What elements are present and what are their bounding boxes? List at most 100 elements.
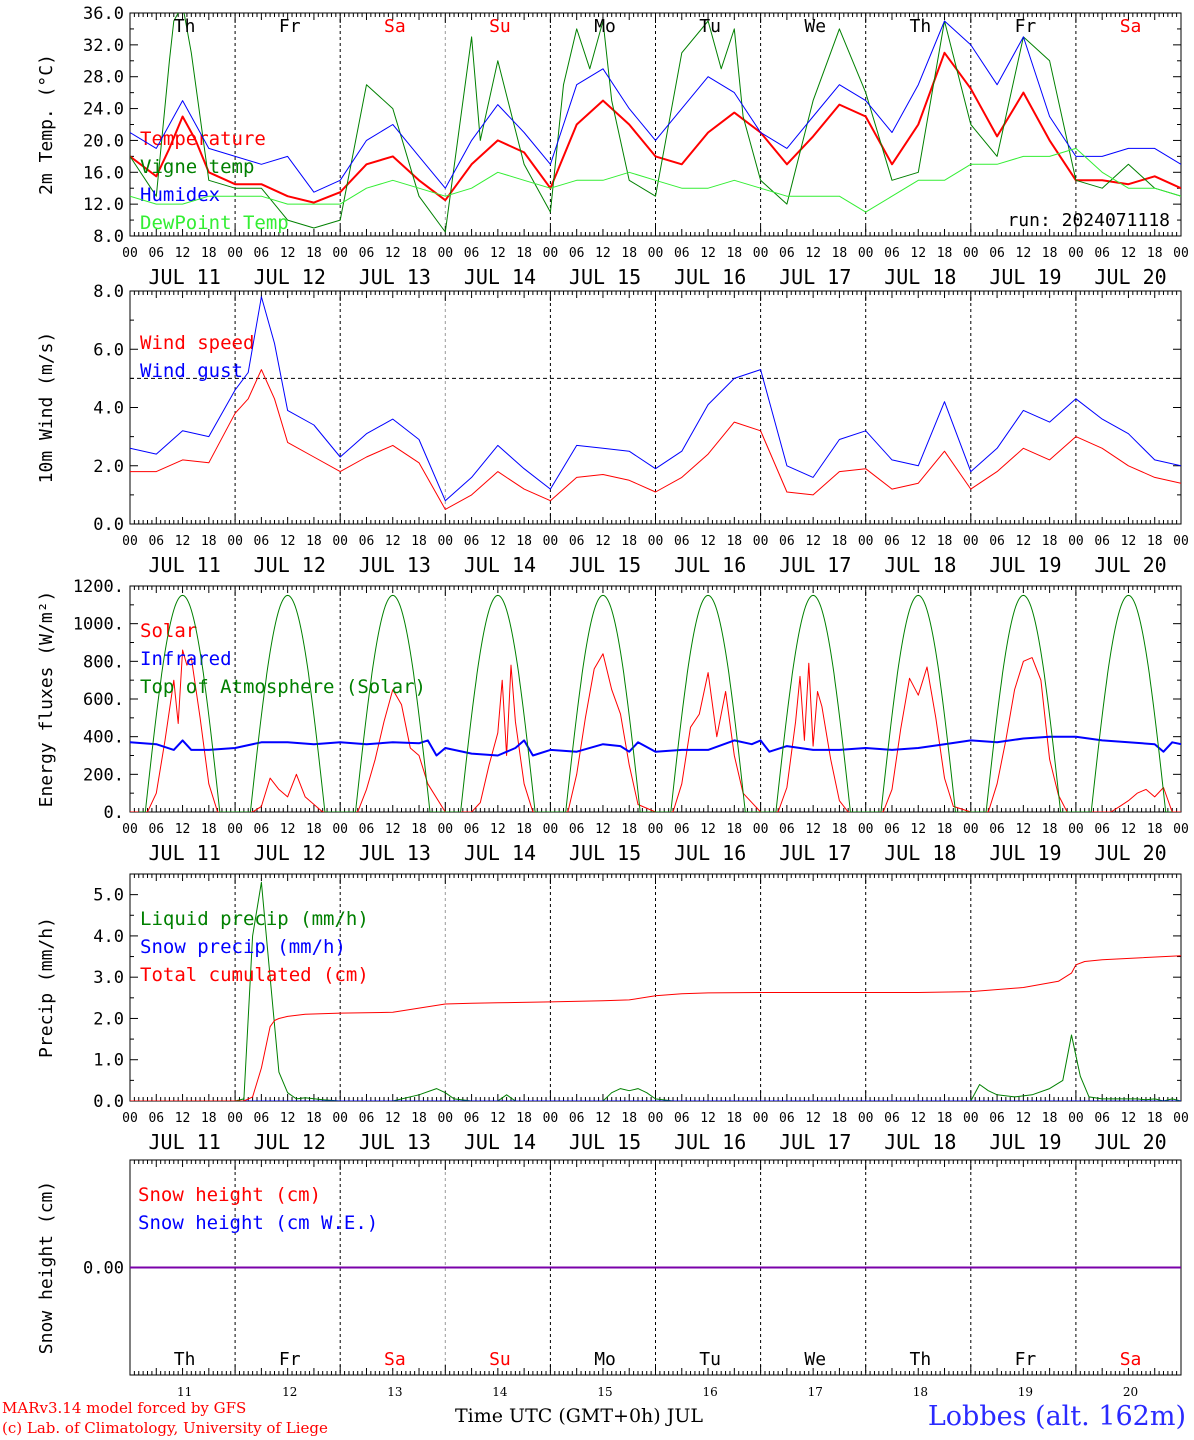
y-tick-label: 1000.	[73, 615, 124, 635]
weekday-label: Fr	[279, 1349, 301, 1370]
hour-label: 18	[621, 246, 637, 261]
hour-label: 06	[254, 822, 270, 837]
hour-label: 00	[437, 822, 453, 837]
weekday-label: We	[804, 16, 826, 37]
y-axis-title: 10m Wind (m/s)	[36, 332, 57, 484]
hour-label: 12	[595, 246, 611, 261]
hour-label: 18	[832, 246, 848, 261]
hour-label: 18	[1042, 246, 1058, 261]
hour-label: 06	[464, 822, 480, 837]
y-tick-label: 0.0	[93, 515, 124, 535]
date-label: JUL 14	[464, 553, 536, 577]
hour-label: 00	[858, 1111, 874, 1126]
hour-label: 00	[543, 246, 559, 261]
y-tick-label: 8.0	[93, 227, 124, 247]
weekday-label: Tu	[699, 16, 721, 37]
date-label: JUL 16	[674, 841, 746, 865]
hour-label: 06	[1094, 1111, 1110, 1126]
hour-label: 00	[437, 534, 453, 549]
hour-label: 00	[1068, 534, 1084, 549]
hour-label: 00	[1068, 246, 1084, 261]
hour-label: 18	[726, 246, 742, 261]
series-line	[130, 20, 1181, 193]
hour-label: 18	[516, 246, 532, 261]
hour-label: 18	[201, 1111, 217, 1126]
y-tick-label: 4.0	[93, 399, 124, 419]
hour-label: 12	[910, 534, 926, 549]
date-label: JUL 16	[674, 553, 746, 577]
hour-label: 00	[122, 1111, 138, 1126]
date-label: JUL 20	[1094, 553, 1166, 577]
hour-label: 18	[726, 822, 742, 837]
date-label: JUL 15	[569, 841, 641, 865]
weekday-label: Th	[174, 1349, 196, 1370]
panel-2: 0.0 2.0 4.0 6.0 8.0 10m Wind (m/s) Wind speed W…	[36, 282, 1189, 577]
date-label: JUL 17	[779, 553, 851, 577]
date-label: JUL 12	[254, 1130, 326, 1154]
y-tick-label: 5.0	[93, 886, 124, 906]
legend-label: Infrared	[140, 648, 232, 670]
hour-label: 12	[490, 1111, 506, 1126]
hour-label: 12	[805, 1111, 821, 1126]
legend-label: Vigne temp	[140, 156, 254, 178]
hour-label: 18	[516, 534, 532, 549]
date-label: JUL 17	[779, 1130, 851, 1154]
station-name: Lobbes (alt. 162m)	[927, 1401, 1186, 1432]
date-label: JUL 18	[884, 841, 956, 865]
weekday-label: Sa	[1120, 1349, 1142, 1370]
hour-label: 12	[1121, 822, 1137, 837]
hour-label: 18	[937, 534, 953, 549]
date-label: JUL 11	[149, 1130, 221, 1154]
hour-label: 06	[1094, 534, 1110, 549]
date-label: JUL 14	[464, 265, 536, 289]
hour-label: 18	[726, 534, 742, 549]
y-tick-label: 2.0	[93, 457, 124, 477]
hour-label: 18	[937, 822, 953, 837]
hour-label: 18	[621, 534, 637, 549]
hour-label: 00	[963, 246, 979, 261]
weekday-label: Su	[489, 16, 511, 37]
hour-label: 00	[332, 822, 348, 837]
hour-label: 18	[306, 534, 322, 549]
hour-label: 12	[490, 822, 506, 837]
hour-label: 00	[858, 534, 874, 549]
legend-label: Top of Atmosphere (Solar)	[140, 676, 426, 698]
hour-label: 00	[122, 246, 138, 261]
hour-label: 12	[280, 534, 296, 549]
hour-label: 00	[227, 822, 243, 837]
y-tick-label: 28.0	[83, 68, 124, 88]
hour-label: 18	[1042, 822, 1058, 837]
date-label: JUL 16	[674, 1130, 746, 1154]
hour-label: 18	[411, 1111, 427, 1126]
y-tick-label: 32.0	[83, 36, 124, 56]
hour-label: 00	[543, 1111, 559, 1126]
hour-label: 00	[122, 534, 138, 549]
date-label: JUL 18	[884, 1130, 956, 1154]
model-credit: MARv3.14 model forced by GFS	[2, 1399, 247, 1417]
hour-label: 12	[280, 822, 296, 837]
hour-label: 18	[937, 1111, 953, 1126]
hour-label: 12	[280, 246, 296, 261]
y-axis-title: Energy fluxes (W/m²)	[36, 591, 57, 808]
hour-label: 06	[884, 822, 900, 837]
date-label: JUL 19	[989, 1130, 1061, 1154]
hour-label: 00	[227, 246, 243, 261]
hour-label: 06	[569, 822, 585, 837]
hour-label: 18	[621, 1111, 637, 1126]
date-label: JUL 11	[149, 553, 221, 577]
hour-label: 00	[543, 534, 559, 549]
date-label: JUL 13	[359, 553, 431, 577]
hour-label: 18	[1147, 534, 1163, 549]
hour-label: 06	[148, 246, 164, 261]
date-label: JUL 14	[464, 841, 536, 865]
weekday-label: Sa	[384, 1349, 406, 1370]
x-axis-title: Time UTC (GMT+0h) JUL	[455, 1405, 703, 1427]
date-label: JUL 20	[1094, 841, 1166, 865]
hour-label: 12	[175, 246, 191, 261]
hour-label: 12	[175, 822, 191, 837]
weekday-label: Fr	[1015, 16, 1037, 37]
hour-label: 06	[674, 246, 690, 261]
date-label: JUL 15	[569, 553, 641, 577]
series-line	[130, 955, 1181, 1101]
hour-label: 06	[359, 822, 375, 837]
